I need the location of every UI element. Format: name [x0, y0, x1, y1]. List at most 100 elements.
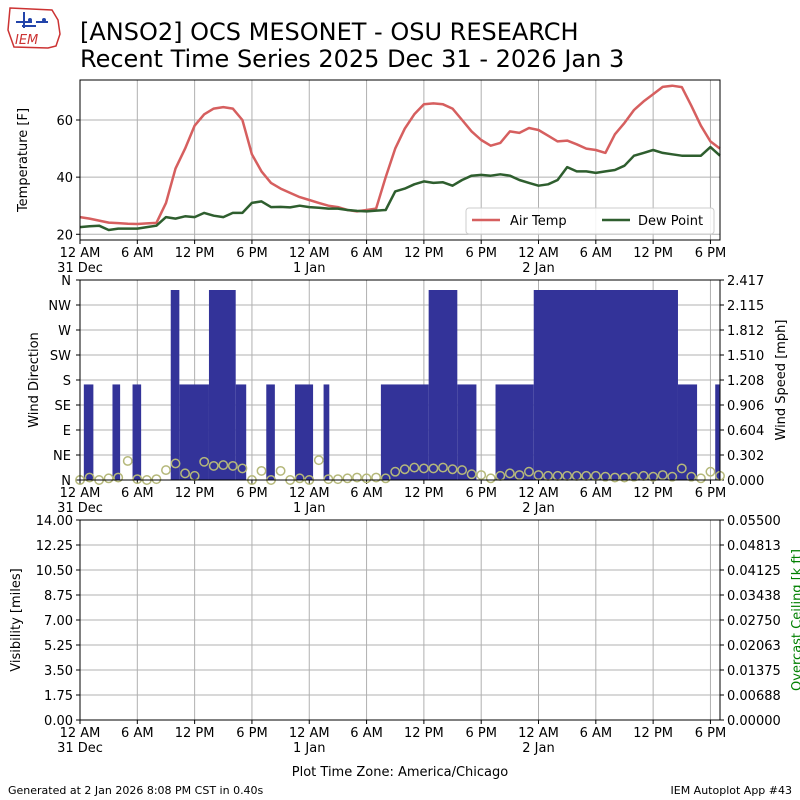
- wind-speed-point: [695, 473, 706, 484]
- wind-speed-point: [629, 471, 639, 482]
- ceiling-axis-label: Overcast Ceiling [k ft]: [790, 549, 800, 691]
- x-tick-label: 12 AM: [60, 726, 101, 741]
- x-tick-label: 12 PM: [404, 726, 444, 741]
- wind-direction-bar: [495, 384, 534, 480]
- wind-speed-point: [180, 468, 191, 479]
- wind-speed-point: [409, 462, 420, 473]
- wind-speed-point: [418, 463, 429, 474]
- title-line-1: [ANSO2] OCS MESONET - OSU RESEARCH: [80, 18, 579, 46]
- x-tick-label: 12 PM: [633, 726, 673, 741]
- y-tick-label: N: [61, 474, 71, 489]
- wind-speed-point: [399, 464, 410, 475]
- wind-speed-point: [657, 470, 668, 480]
- wind-speed-point: [485, 473, 496, 484]
- logo-tower-icon: [16, 12, 48, 28]
- wind-direction-bar: [677, 384, 698, 480]
- x-date-label: 2 Jan: [522, 261, 554, 276]
- logo-text: IEM: [15, 33, 38, 48]
- wind-speed-point: [390, 466, 401, 477]
- wind-speed-point: [313, 455, 324, 466]
- air-temp-line: [79, 84, 721, 226]
- y2-tick-label: 0.03438: [727, 589, 781, 604]
- y-tick-label: N: [61, 274, 71, 289]
- wind-speed-point: [342, 473, 353, 484]
- wind-direction-bar: [323, 384, 330, 480]
- temperature-axis-label: Temperature [F]: [16, 108, 31, 213]
- x-tick-label: 6 AM: [350, 246, 383, 261]
- y-tick-label: 3.50: [44, 664, 73, 679]
- y2-tick-label: 0.604: [727, 424, 764, 439]
- x-tick-label: 12 AM: [289, 246, 330, 261]
- y2-tick-label: 0.05500: [727, 514, 781, 529]
- x-date-label: 31 Dec: [57, 741, 103, 756]
- wind-speed-point: [524, 466, 534, 477]
- x-date-label: 1 Jan: [293, 261, 325, 276]
- x-tick-label: 6 AM: [580, 246, 613, 261]
- wind-direction-bar: [83, 384, 94, 480]
- wind-speed-point: [648, 471, 659, 482]
- y2-tick-label: 0.000: [727, 474, 764, 489]
- wind-speed-point: [84, 472, 95, 483]
- x-tick-label: 12 PM: [633, 486, 673, 501]
- wind-speed-point: [227, 460, 238, 471]
- wind-speed-point: [237, 463, 248, 474]
- wind-speed-point: [352, 472, 362, 483]
- wind-speed-point: [514, 470, 525, 480]
- y-tick-label: 5.25: [44, 639, 73, 654]
- x-tick-label: 6 PM: [465, 486, 496, 501]
- legend-box: [465, 207, 715, 235]
- y2-tick-label: 0.04813: [727, 539, 781, 554]
- x-tick-label: 6 PM: [695, 486, 726, 501]
- y2-tick-label: 1.510: [727, 349, 764, 364]
- iem-logo: IEM: [7, 7, 61, 49]
- wind-speed-point: [256, 465, 267, 476]
- legend: Air Temp Dew Point: [465, 207, 715, 235]
- y2-tick-label: 0.302: [727, 449, 764, 464]
- x-tick-label: 12 AM: [289, 486, 330, 501]
- x-date-label: 1 Jan: [293, 741, 325, 756]
- x-tick-label: 6 AM: [350, 486, 383, 501]
- y-tick-label: S: [63, 374, 71, 389]
- plot-frame: [79, 279, 721, 481]
- y-tick-label: 12.25: [36, 539, 73, 554]
- y-tick-label: NW: [48, 299, 71, 314]
- wind-speed-point: [323, 474, 334, 485]
- plot-frame: [79, 519, 721, 721]
- y-tick-label: 8.75: [44, 589, 73, 604]
- wind-speed-point: [667, 471, 678, 482]
- wind-direction-bar: [457, 384, 477, 480]
- wind-direction-bar: [132, 384, 142, 480]
- x-tick-label: 6 PM: [465, 726, 496, 741]
- wind-speed-point: [294, 473, 305, 484]
- wind-speed-point: [619, 472, 630, 483]
- y2-tick-label: 0.01375: [727, 664, 781, 679]
- wind-direction-bar: [380, 384, 429, 480]
- x-date-label: 31 Dec: [57, 501, 103, 516]
- wind-speed-point: [103, 473, 114, 484]
- wind-speed-point: [457, 465, 468, 476]
- x-tick-label: 12 PM: [175, 486, 215, 501]
- x-tick-label: 12 AM: [60, 486, 101, 501]
- legend-label-dew-point: Dew Point: [638, 214, 703, 229]
- wind-direction-bar: [266, 384, 275, 480]
- wind-direction-bar: [294, 384, 314, 480]
- x-tick-label: 6 AM: [580, 486, 613, 501]
- wind-speed-point: [371, 472, 382, 483]
- y-tick-label: 1.75: [44, 689, 73, 704]
- y2-tick-label: 0.04125: [727, 564, 781, 579]
- wind-speed-point: [113, 472, 124, 483]
- wind-direction-axis-label: Wind Direction: [27, 332, 42, 428]
- wind-speed-point: [447, 464, 458, 475]
- wind-speed-point: [438, 462, 448, 473]
- x-tick-label: 6 PM: [236, 486, 267, 501]
- x-date-label: 2 Jan: [522, 741, 554, 756]
- wind-speed-point: [504, 468, 515, 479]
- x-date-label: 1 Jan: [293, 501, 325, 516]
- x-tick-label: 6 AM: [350, 726, 383, 741]
- dew-point-line: [79, 145, 721, 232]
- plot-frame: [79, 79, 721, 241]
- wind-speed-point: [428, 463, 439, 474]
